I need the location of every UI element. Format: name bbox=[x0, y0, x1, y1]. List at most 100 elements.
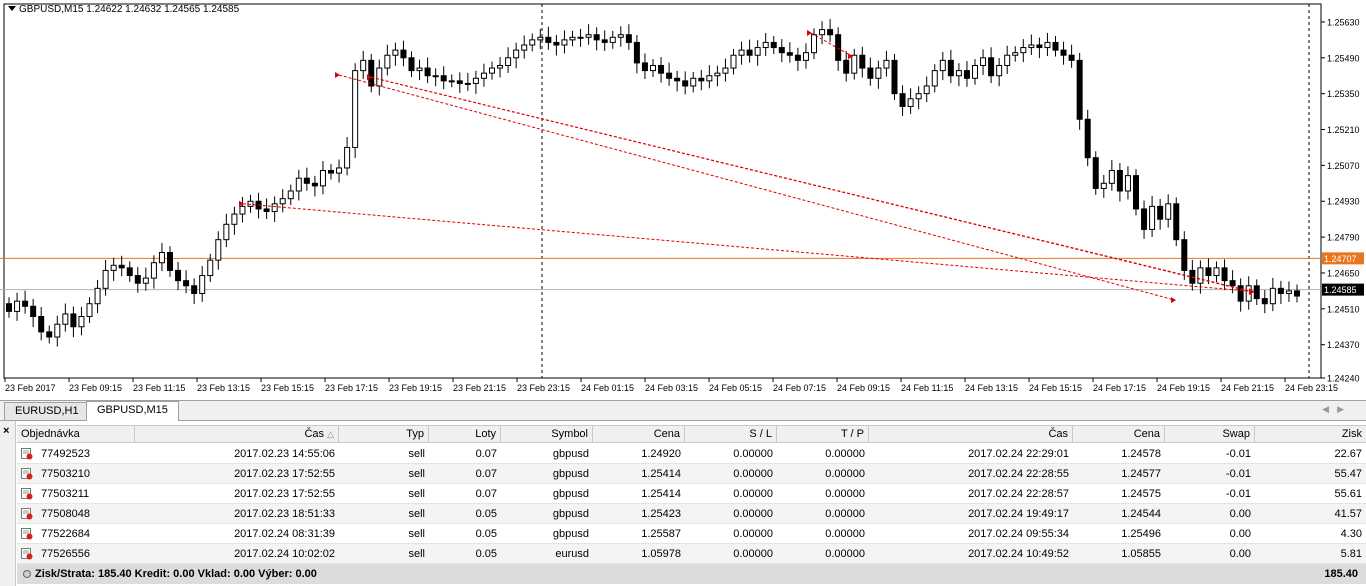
candle bbox=[14, 292, 21, 321]
candle bbox=[311, 175, 318, 197]
table-row[interactable]: 77522684 2017.02.24 08:31:39 sell 0.05 gbpus… bbox=[17, 524, 1366, 544]
candle bbox=[609, 30, 616, 49]
price-chart[interactable]: 1.25630 1.25490 1.25350 1.25210 1.25070 1.249… bbox=[0, 0, 1366, 400]
time-label: 23 Feb 21:15 bbox=[453, 383, 506, 393]
tab-scroll-left-icon[interactable]: ◀ bbox=[1322, 404, 1338, 414]
cell-tp: 0.00000 bbox=[825, 528, 865, 540]
tab-label: EURUSD,H1 bbox=[15, 405, 79, 417]
cell-symbol: gbpusd bbox=[552, 528, 589, 540]
table-row[interactable]: 77492523 2017.02.23 14:55:06 sell 0.07 gbpus… bbox=[17, 444, 1366, 464]
col-header-type[interactable]: Typ bbox=[339, 426, 429, 443]
trade-entry-arrow-icon bbox=[367, 74, 372, 81]
candle bbox=[666, 62, 673, 86]
candle bbox=[738, 41, 745, 65]
candle bbox=[1237, 278, 1244, 312]
col-header-price-open[interactable]: Cena bbox=[593, 426, 685, 443]
candle bbox=[899, 85, 906, 116]
cell-profit: 55.47 bbox=[1334, 468, 1362, 480]
candle bbox=[392, 42, 399, 66]
tab-scroll-arrows[interactable]: ◀▶ bbox=[1322, 404, 1352, 415]
candle bbox=[827, 19, 834, 43]
tab-gbpusd-m15[interactable]: GBPUSD,M15 bbox=[86, 401, 179, 421]
candle bbox=[319, 161, 326, 195]
time-label: 24 Feb 13:15 bbox=[965, 383, 1018, 393]
candle bbox=[1149, 195, 1156, 237]
cell-tp: 0.00000 bbox=[825, 548, 865, 560]
tab-eurusd-h1[interactable]: EURUSD,H1 bbox=[4, 402, 90, 420]
chart-canvas[interactable]: 1.25630 1.25490 1.25350 1.25210 1.25070 1.249… bbox=[0, 0, 1366, 400]
close-icon[interactable]: × bbox=[3, 425, 10, 437]
closed-order-icon bbox=[21, 488, 33, 500]
candle bbox=[223, 213, 230, 248]
col-header-swap[interactable]: Swap bbox=[1165, 426, 1255, 443]
candle bbox=[110, 257, 117, 281]
cell-price-close: 1.24577 bbox=[1121, 468, 1161, 480]
cell-price-close: 1.25496 bbox=[1121, 528, 1161, 540]
col-header-time-open[interactable]: Čas △ bbox=[135, 426, 339, 443]
time-label: 23 Feb 15:15 bbox=[261, 383, 314, 393]
candle bbox=[360, 50, 367, 80]
chart-menu-triangle-icon[interactable] bbox=[8, 6, 16, 11]
candle bbox=[158, 243, 165, 272]
time-label: 24 Feb 05:15 bbox=[709, 383, 762, 393]
price-label: 1.24650 bbox=[1327, 268, 1360, 278]
candle bbox=[674, 70, 681, 92]
col-header-time-close[interactable]: Čas bbox=[869, 426, 1073, 443]
cell-time-close: 2017.02.24 22:29:01 bbox=[968, 448, 1069, 460]
candle bbox=[730, 48, 737, 75]
terminal-side-bar: × bbox=[0, 421, 16, 586]
closed-order-icon bbox=[21, 508, 33, 520]
col-header-profit[interactable]: Zisk bbox=[1341, 428, 1362, 440]
cell-profit: 5.81 bbox=[1340, 548, 1362, 560]
trade-exit-arrow-icon bbox=[1249, 289, 1254, 296]
price-level-label: 1.24707 bbox=[1324, 254, 1357, 264]
cell-sl: 0.00000 bbox=[733, 528, 773, 540]
tab-scroll-right-icon[interactable]: ▶ bbox=[1337, 404, 1352, 414]
cell-time-close: 2017.02.24 09:55:34 bbox=[968, 528, 1069, 540]
col-header-order[interactable]: Objednávka bbox=[17, 426, 135, 443]
table-row[interactable]: 77508048 2017.02.23 18:51:33 sell 0.05 gbpus… bbox=[17, 504, 1366, 524]
closed-order-icon bbox=[21, 528, 33, 540]
candle bbox=[585, 24, 592, 45]
cell-sl: 0.00000 bbox=[733, 508, 773, 520]
candle bbox=[1277, 280, 1284, 304]
price-label: 1.25070 bbox=[1327, 161, 1360, 171]
candle bbox=[30, 298, 37, 328]
col-header-price-close[interactable]: Cena bbox=[1073, 426, 1165, 443]
cell-type: sell bbox=[408, 508, 425, 520]
closed-order-icon bbox=[21, 548, 33, 560]
candle bbox=[1133, 169, 1139, 216]
candle bbox=[489, 61, 495, 80]
candle bbox=[617, 26, 624, 47]
cell-sl: 0.00000 bbox=[733, 548, 773, 560]
candle bbox=[690, 71, 697, 93]
col-header-tp[interactable]: T / P bbox=[777, 426, 869, 443]
table-row[interactable]: 77503211 2017.02.23 17:52:55 sell 0.07 gbpus… bbox=[17, 484, 1366, 504]
col-header-symbol[interactable]: Symbol bbox=[501, 426, 593, 443]
cell-order: 77492523 bbox=[41, 448, 90, 460]
candle bbox=[537, 28, 544, 50]
cell-symbol: eurusd bbox=[555, 548, 589, 560]
trade-exit-arrow-icon bbox=[1171, 297, 1176, 304]
price-label: 1.25350 bbox=[1327, 89, 1360, 99]
candle bbox=[907, 88, 914, 114]
price-label: 1.25490 bbox=[1327, 53, 1360, 63]
candle bbox=[819, 21, 826, 45]
col-header-lots[interactable]: Loty bbox=[429, 426, 501, 443]
col-header-sl[interactable]: S / L bbox=[685, 426, 777, 443]
table-row[interactable]: 77526556 2017.02.24 10:02:02 sell 0.05 eurus… bbox=[17, 544, 1366, 564]
candle bbox=[279, 189, 286, 213]
cell-order: 77503210 bbox=[41, 468, 90, 480]
candle bbox=[770, 36, 777, 54]
table-row[interactable]: 77503210 2017.02.23 17:52:55 sell 0.07 gbpus… bbox=[17, 464, 1366, 484]
candle bbox=[86, 297, 93, 323]
closed-order-icon bbox=[21, 468, 33, 480]
candle bbox=[1012, 46, 1019, 62]
summary-total: 185.40 bbox=[1324, 568, 1358, 580]
candle bbox=[239, 196, 246, 223]
candle bbox=[601, 30, 608, 51]
candle bbox=[440, 66, 447, 90]
cell-sl: 0.00000 bbox=[733, 488, 773, 500]
candle bbox=[915, 86, 922, 110]
candle bbox=[1004, 45, 1011, 74]
